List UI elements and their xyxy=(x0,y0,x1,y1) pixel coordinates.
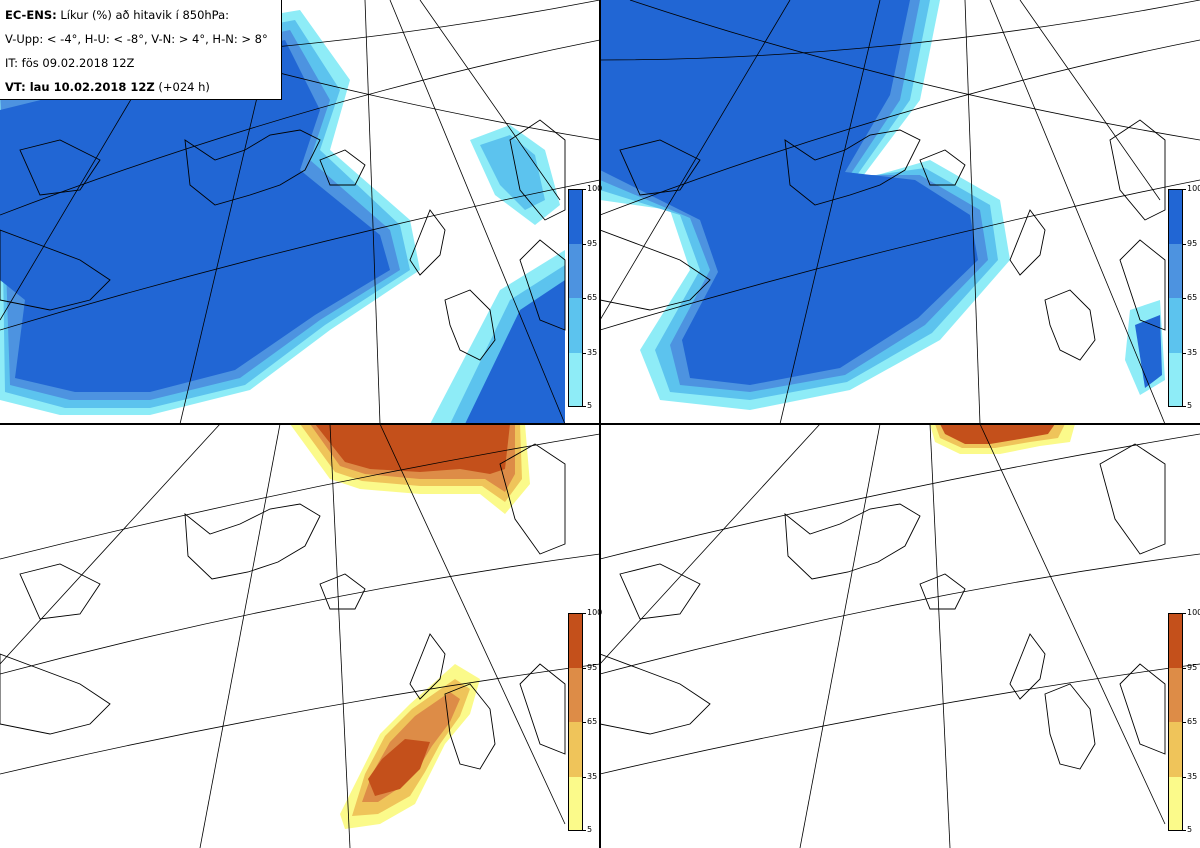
colorbar-tick-label: 100 xyxy=(587,608,603,617)
colorbar-segment xyxy=(568,667,583,722)
colorbar-segment xyxy=(1168,352,1183,407)
colorbar-tick-label: 65 xyxy=(587,717,598,726)
map-panel-bottom-left xyxy=(0,424,600,848)
model-label: EC-ENS: xyxy=(5,8,57,22)
map-canvas xyxy=(0,424,600,848)
colorbar-tick-label: 35 xyxy=(587,771,598,781)
colorbar-tick xyxy=(582,352,586,354)
colorbar-tick xyxy=(582,406,586,407)
coastlines xyxy=(600,443,1166,770)
colorbar-segment xyxy=(568,352,583,407)
colorbar-bottom-right: 100 95 65 35 5 xyxy=(1168,609,1200,834)
probability-field-cold xyxy=(0,10,565,424)
colorbar-top-right: 100 95 65 35 5 xyxy=(1168,185,1200,410)
colorbar-tick xyxy=(582,189,586,190)
colorbar-tick-label: 5 xyxy=(1187,825,1193,834)
colorbar-tick xyxy=(582,298,586,299)
colorbar-tick-label: 5 xyxy=(1187,401,1193,410)
map-panel-top-right xyxy=(600,0,1200,424)
colorbar-tick-label: 95 xyxy=(1187,662,1198,672)
colorbar-tick-label: 100 xyxy=(1187,184,1200,193)
colorbar-tick xyxy=(1182,298,1186,299)
coastlines xyxy=(600,119,1166,361)
map-panel-top-left: EC-ENS: Líkur (%) að hitavik í 850hPa: V… xyxy=(0,0,600,424)
colorbar-segment xyxy=(568,722,583,777)
title-text: Líkur (%) að hitavik í 850hPa: xyxy=(60,8,230,22)
colorbar-tick xyxy=(1182,830,1186,831)
probability-field-warm xyxy=(930,424,1075,454)
info-box: EC-ENS: Líkur (%) að hitavik í 850hPa: V… xyxy=(0,0,282,100)
colorbar-tick xyxy=(582,722,586,723)
colorbar-tick xyxy=(1182,352,1186,354)
probability-field-warm xyxy=(290,424,530,829)
colorbar-tick xyxy=(582,243,586,245)
colorbar-segment xyxy=(568,776,583,831)
thresholds-text: V-Upp: < -4°, H-U: < -8°, V-N: > 4°, H-N… xyxy=(5,32,268,46)
valid-time-text: VT: lau 10.02.2018 12Z xyxy=(5,80,155,94)
colorbar-frame xyxy=(1168,189,1183,407)
colorbar-tick-label: 35 xyxy=(587,347,598,357)
colorbar-tick-label: 5 xyxy=(587,401,593,410)
colorbar-tick xyxy=(1182,406,1186,407)
graticule xyxy=(600,424,1200,848)
colorbar-segment xyxy=(1168,667,1183,722)
colorbar-segment xyxy=(568,613,583,668)
colorbar-tick-label: 65 xyxy=(1187,293,1198,302)
colorbar-frame xyxy=(1168,613,1183,831)
info-title-line: EC-ENS: Líkur (%) að hitavik í 850hPa: xyxy=(5,3,276,27)
map-canvas xyxy=(600,424,1200,848)
colorbar-tick-label: 35 xyxy=(1187,347,1198,357)
coastlines xyxy=(0,443,566,770)
colorbar-tick xyxy=(1182,667,1186,669)
colorbar-tick-label: 95 xyxy=(587,662,598,672)
colorbar-frame xyxy=(568,189,583,407)
graticule xyxy=(0,424,600,848)
colorbar-segment xyxy=(1168,776,1183,831)
colorbar-tick xyxy=(582,667,586,669)
colorbar-tick xyxy=(1182,722,1186,723)
colorbar-tick-label: 5 xyxy=(587,825,593,834)
map-canvas xyxy=(600,0,1200,424)
colorbar-tick xyxy=(1182,189,1186,190)
colorbar-segment xyxy=(1168,189,1183,244)
colorbar-tick-label: 65 xyxy=(1187,717,1198,726)
colorbar-tick xyxy=(582,613,586,614)
map-panel-bottom-right xyxy=(600,424,1200,848)
lead-time-text: (+024 h) xyxy=(158,80,210,94)
colorbar-tick xyxy=(582,776,586,778)
colorbar-segment xyxy=(1168,613,1183,668)
colorbar-top-left: 100 95 65 35 5 xyxy=(568,185,602,410)
colorbar-segment xyxy=(1168,298,1183,353)
colorbar-tick xyxy=(1182,613,1186,614)
colorbar-tick xyxy=(1182,243,1186,245)
probability-field-cold xyxy=(600,0,1165,410)
colorbar-segment xyxy=(568,243,583,298)
horizontal-divider xyxy=(0,423,1200,425)
colorbar-tick-label: 65 xyxy=(587,293,598,302)
colorbar-tick-label: 35 xyxy=(1187,771,1198,781)
map-canvas xyxy=(0,0,600,424)
colorbar-segment xyxy=(568,298,583,353)
colorbar-tick-label: 100 xyxy=(1187,608,1200,617)
coastlines xyxy=(0,119,566,361)
colorbar-tick xyxy=(582,830,586,831)
colorbar-tick-label: 95 xyxy=(1187,238,1198,248)
init-time-text: IT: fös 09.02.2018 12Z xyxy=(5,56,135,70)
colorbar-tick-label: 95 xyxy=(587,238,598,248)
colorbar-bottom-left: 100 95 65 35 5 xyxy=(568,609,602,834)
valid-time-line: VT: lau 10.02.2018 12Z (+024 h) xyxy=(5,75,276,99)
colorbar-tick xyxy=(1182,776,1186,778)
colorbar-segment xyxy=(1168,243,1183,298)
colorbar-segment xyxy=(568,189,583,244)
colorbar-segment xyxy=(1168,722,1183,777)
colorbar-frame xyxy=(568,613,583,831)
colorbar-tick-label: 100 xyxy=(587,184,603,193)
